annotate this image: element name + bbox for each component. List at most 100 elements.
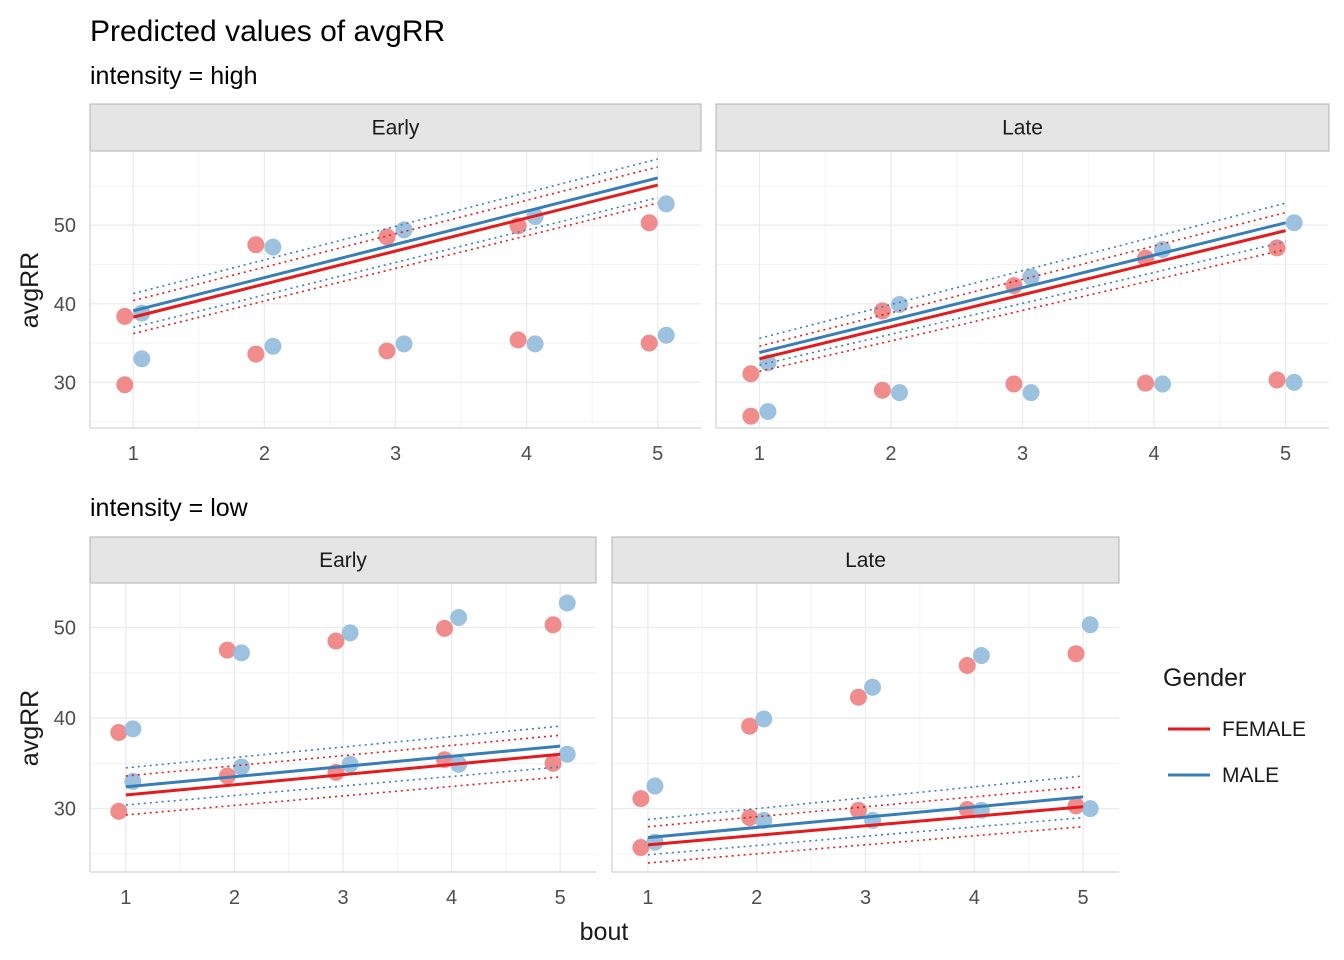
point-female xyxy=(1268,371,1286,389)
facet-strip xyxy=(611,536,1120,584)
point-female xyxy=(632,839,650,857)
point-female xyxy=(247,345,265,363)
point-female xyxy=(1005,375,1023,393)
panel-3: Early 1 2 3 4 5 30 40 50 xyxy=(54,536,597,909)
point-female xyxy=(544,616,562,634)
facet-strip xyxy=(715,103,1330,152)
y-tick-label: 30 xyxy=(54,372,76,394)
ci-upper-female xyxy=(647,786,1084,828)
x-tick-label: 1 xyxy=(120,887,131,909)
y-axis-title-high: avgRR xyxy=(16,252,44,328)
facet-strip-label: Late xyxy=(845,549,886,572)
point-male xyxy=(972,647,990,665)
ci-lower-male xyxy=(647,816,1084,856)
point-male xyxy=(1022,384,1040,402)
x-tick-label: 3 xyxy=(1017,443,1028,465)
point-female xyxy=(247,236,265,254)
point-male xyxy=(124,720,142,738)
x-tick-label: 1 xyxy=(642,887,653,909)
point-female xyxy=(742,407,760,425)
fit-line-female xyxy=(125,752,561,797)
ci-upper-female xyxy=(759,211,1286,347)
ci-lower-male xyxy=(125,766,561,806)
point-male xyxy=(1285,214,1303,232)
facet-strip-label: Late xyxy=(1002,117,1043,140)
point-female xyxy=(640,214,658,232)
ci-upper-male xyxy=(125,725,561,769)
ci-upper-male xyxy=(759,202,1286,340)
point-male xyxy=(133,350,151,368)
fit-line-male xyxy=(647,795,1084,840)
fit-line-male xyxy=(125,744,561,789)
fit-line-female xyxy=(132,183,659,319)
point-male xyxy=(558,594,576,612)
x-tick-label: 3 xyxy=(337,887,348,909)
point-male xyxy=(264,238,282,256)
fit-line-female xyxy=(647,805,1084,847)
point-female xyxy=(742,365,760,383)
x-tick-label: 2 xyxy=(751,887,762,909)
legend-label-female: FEMALE xyxy=(1222,718,1306,741)
chart-title: Predicted values of avgRR xyxy=(90,15,445,48)
point-female xyxy=(116,376,134,394)
x-axis-title: bout xyxy=(580,918,629,946)
point-female xyxy=(1067,797,1085,815)
point-male xyxy=(450,609,468,627)
x-tick-label: 4 xyxy=(969,887,980,909)
x-tick-label: 2 xyxy=(229,887,240,909)
ci-lower-male xyxy=(759,240,1286,366)
fit-line-male xyxy=(759,221,1286,354)
x-tick-label: 4 xyxy=(446,887,457,909)
point-female xyxy=(873,302,891,320)
x-tick-label: 3 xyxy=(390,443,401,465)
point-male xyxy=(646,777,664,795)
point-male xyxy=(891,384,909,402)
ci-lower-female xyxy=(125,776,561,816)
point-female xyxy=(218,641,236,659)
point-male xyxy=(657,195,675,213)
panel-4: Late 1 2 3 4 5 xyxy=(611,536,1120,909)
point-male xyxy=(1285,373,1303,391)
legend: Gender FEMALE MALE xyxy=(1163,664,1306,787)
point-female xyxy=(378,342,396,360)
ci-upper-female xyxy=(125,734,561,777)
x-tick-label: 4 xyxy=(1148,443,1159,465)
y-tick-label: 40 xyxy=(54,708,76,730)
point-female xyxy=(544,754,562,772)
facet-strip-label: Early xyxy=(319,549,367,572)
fit-line-female xyxy=(759,229,1286,361)
y-tick-label: 40 xyxy=(54,294,76,316)
y-tick-label: 50 xyxy=(54,215,76,237)
point-female xyxy=(849,688,867,706)
point-female xyxy=(873,381,891,399)
facet-strip xyxy=(89,103,702,152)
ci-upper-male xyxy=(647,775,1084,821)
point-male xyxy=(526,335,544,353)
intensity-high-subtitle: intensity = high xyxy=(90,62,257,90)
point-male xyxy=(1154,375,1172,393)
point-male xyxy=(759,402,777,420)
x-tick-label: 3 xyxy=(860,887,871,909)
x-tick-label: 5 xyxy=(652,443,663,465)
y-tick-label: 30 xyxy=(54,799,76,821)
point-male xyxy=(558,745,576,763)
point-female xyxy=(958,657,976,675)
point-male xyxy=(341,755,359,773)
y-tick-label: 50 xyxy=(54,617,76,639)
panel-2: Late 1 2 3 4 5 xyxy=(715,103,1330,465)
intensity-low-subtitle: intensity = low xyxy=(90,494,249,522)
point-female xyxy=(436,619,454,637)
point-male xyxy=(232,758,250,776)
ci-upper-male xyxy=(133,158,658,295)
point-female xyxy=(741,717,759,735)
legend-title: Gender xyxy=(1163,664,1246,692)
point-male xyxy=(395,335,413,353)
panels-layer: Early 1 2 3 4 5 30 40 50 Late 1 2 3 4 5 Early 1 2 3 4 5 30 40 5… xyxy=(54,103,1330,909)
point-male xyxy=(657,326,675,344)
point-female xyxy=(1268,239,1286,257)
point-male xyxy=(1081,616,1099,634)
point-female xyxy=(849,801,867,819)
x-tick-label: 5 xyxy=(1280,443,1291,465)
point-female xyxy=(1136,374,1154,392)
